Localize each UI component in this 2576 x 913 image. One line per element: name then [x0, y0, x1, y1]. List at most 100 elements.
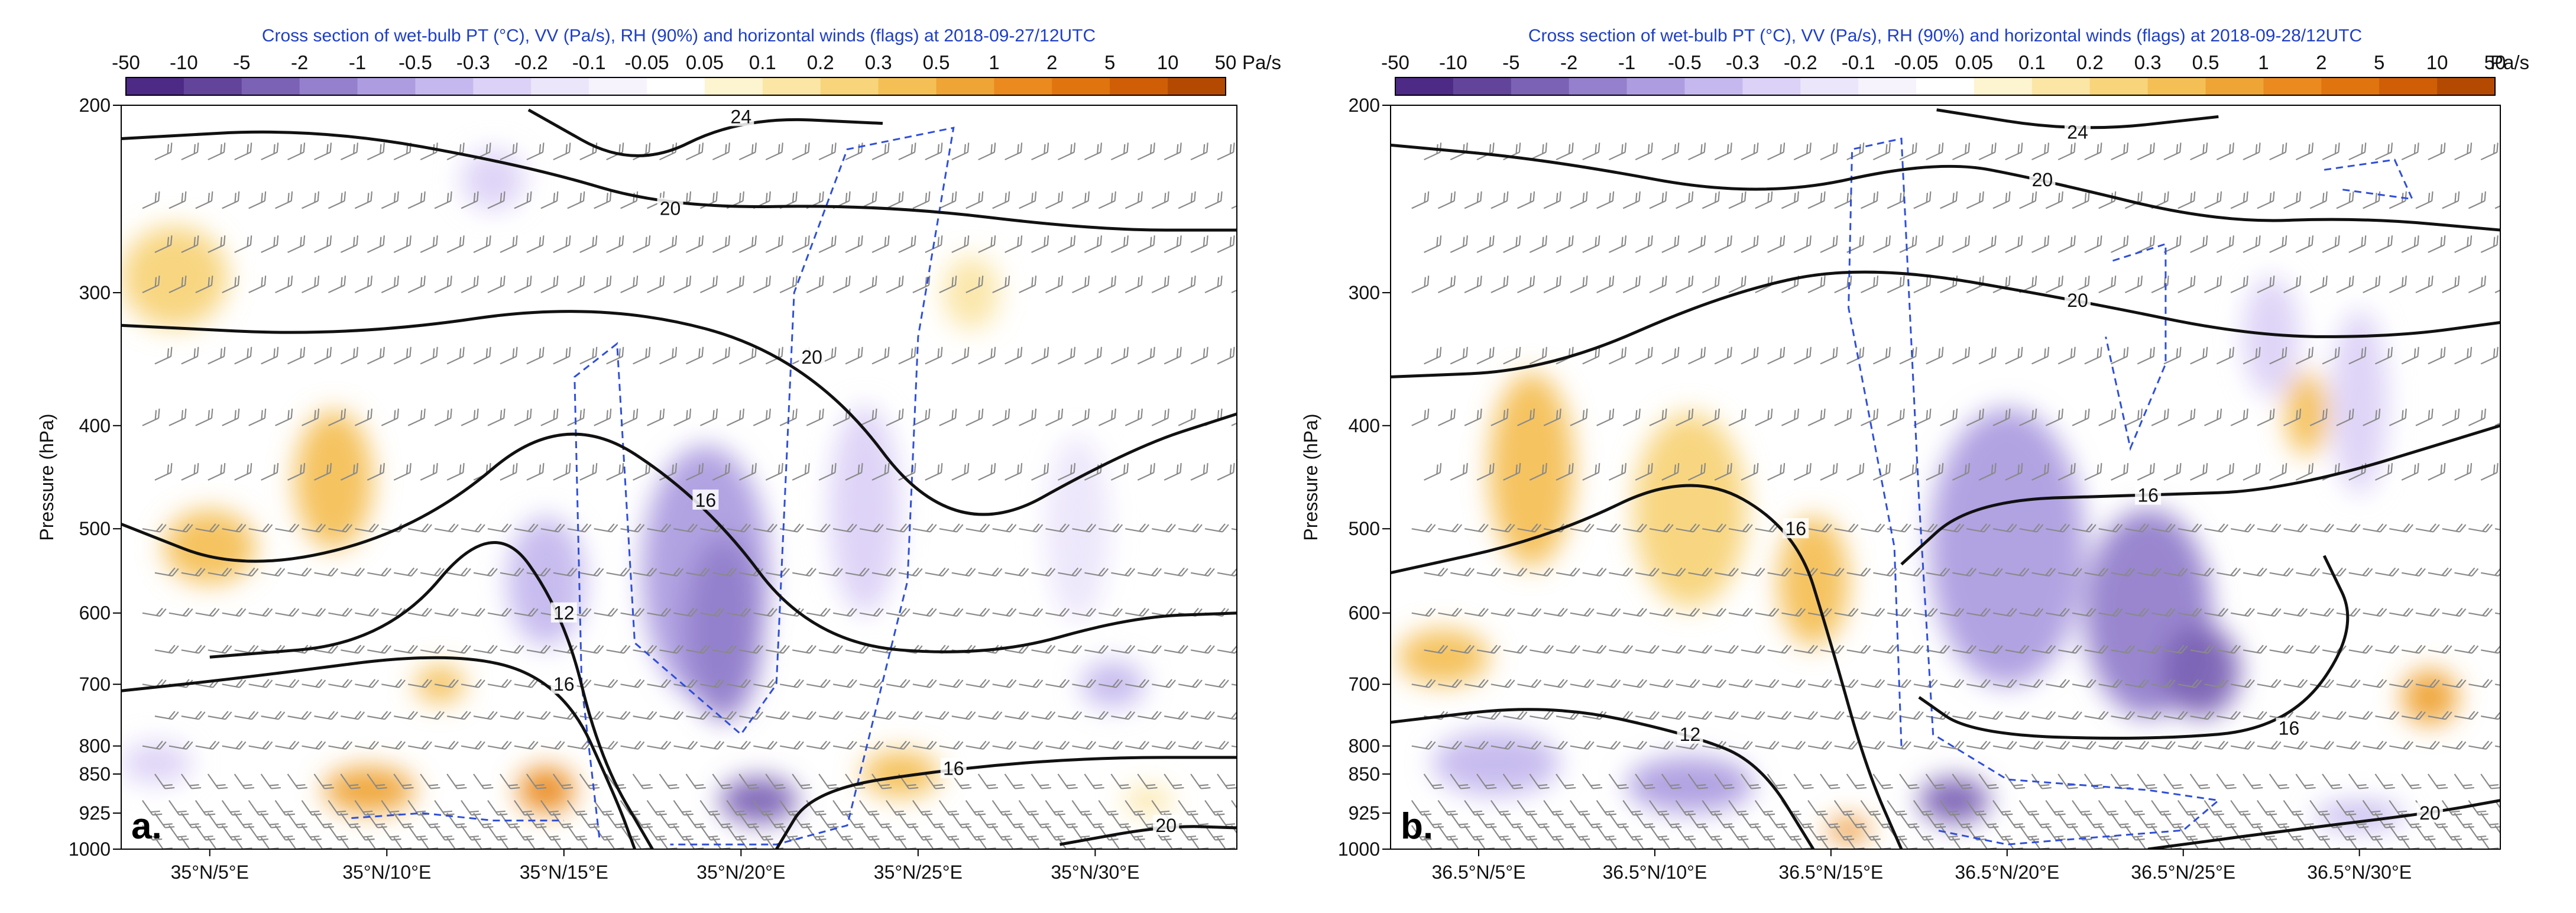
wind-barb	[1503, 645, 1528, 654]
wind-barb	[2163, 143, 2182, 161]
wind-barb	[1517, 523, 1542, 533]
wind-barb	[2217, 711, 2241, 720]
colorbar-swatch	[1110, 77, 1168, 95]
wind-barb	[2362, 825, 2383, 841]
wind-barb	[2125, 740, 2150, 750]
wind-barb	[898, 143, 916, 161]
wind-barb	[2336, 607, 2361, 617]
y-tick-label: 925	[79, 802, 111, 824]
vv-cell	[2331, 309, 2388, 495]
wind-barb	[579, 711, 604, 720]
wind-barb	[1490, 800, 1511, 816]
wind-barb	[2295, 773, 2316, 789]
rh90-contour	[351, 812, 564, 822]
wind-barb	[2468, 607, 2493, 617]
wind-barb	[1582, 347, 1600, 365]
wind-barb	[1178, 408, 1196, 426]
wind-barb	[594, 679, 618, 688]
wind-barb	[2072, 825, 2092, 841]
thetaw-contour	[1391, 270, 2500, 378]
y-axis-a: 200 300 400 500 600 700 800 850 925 1000	[69, 95, 121, 860]
wind-barb	[1231, 740, 1237, 750]
wind-barb	[659, 347, 678, 365]
wind-barb	[181, 463, 199, 481]
panel-b: Cross section of wet-bulb PT (°C), VV (P…	[1300, 26, 2529, 883]
wind-barb	[1649, 740, 1674, 750]
wind-barb	[1164, 143, 1182, 161]
wind-barb	[2137, 645, 2162, 654]
colorbar-tick-label: -50	[112, 51, 140, 73]
wind-barb	[381, 408, 399, 426]
wind-barb	[2269, 773, 2290, 789]
wind-barb	[500, 711, 524, 720]
y-axis-label-b: Pressure (hPa)	[1300, 413, 1321, 540]
wind-barb	[1464, 523, 1489, 533]
wind-barb	[142, 740, 167, 750]
wind-barb	[302, 740, 326, 750]
wind-barb	[1058, 463, 1076, 481]
wind-barb	[1476, 645, 1501, 654]
wind-barb	[1190, 463, 1208, 481]
wind-barb	[2072, 740, 2097, 750]
wind-barb	[686, 567, 711, 577]
wind-barb	[1517, 679, 1542, 688]
wind-barb	[1411, 276, 1430, 293]
colorbar-swatch	[415, 77, 474, 95]
thetaw-contour	[121, 130, 1237, 232]
wind-barb	[302, 607, 326, 617]
wind-barb	[2190, 143, 2208, 161]
wind-barb	[2428, 711, 2452, 720]
wind-barb	[1490, 740, 1515, 750]
wind-barb	[1978, 235, 1997, 253]
wind-barb	[1543, 408, 1561, 426]
wind-barb	[1846, 711, 1871, 720]
wind-barb	[1676, 191, 1694, 209]
wind-barb	[1596, 276, 1615, 293]
wind-barb	[2401, 711, 2426, 720]
wind-barb	[2401, 567, 2426, 577]
wind-barb	[1423, 773, 1444, 789]
wind-barb	[2125, 607, 2150, 617]
wind-barb	[1834, 607, 1859, 617]
wind-barb	[2389, 523, 2413, 533]
wind-barb	[1084, 567, 1109, 577]
wind-barb	[1517, 276, 1535, 293]
y-tick-label: 800	[79, 736, 111, 757]
colorbar-tick-label: 0.2	[2076, 51, 2104, 73]
wind-barb	[1005, 347, 1023, 365]
thetaw-contour	[1059, 825, 1237, 846]
y-tick-label: 1000	[1338, 838, 1380, 860]
wind-barb	[1190, 773, 1211, 789]
wind-barb	[1661, 347, 1680, 365]
wind-barb	[2243, 645, 2267, 654]
wind-barb	[446, 711, 471, 720]
wind-barb	[2494, 191, 2500, 209]
rh90-contour	[573, 127, 955, 846]
wind-barb	[939, 276, 957, 293]
wind-barb	[727, 740, 751, 750]
wind-barb	[1217, 143, 1235, 161]
wind-barb	[354, 825, 375, 841]
wind-barb	[314, 711, 339, 720]
contour-label-bg	[940, 757, 967, 778]
wind-barb	[2363, 523, 2387, 533]
wind-barb	[2190, 235, 2208, 253]
wind-barb	[1411, 191, 1430, 209]
wind-barb	[567, 523, 592, 533]
wind-barb	[712, 347, 731, 365]
wind-barb	[1807, 800, 1828, 816]
wind-barb	[2442, 740, 2467, 750]
wind-barb	[261, 235, 279, 253]
wind-barb	[673, 740, 698, 750]
wind-barb	[461, 191, 479, 209]
wind-barb	[2137, 463, 2155, 481]
wind-barb	[420, 463, 438, 481]
wind-barb	[606, 567, 631, 577]
wind-barb	[2468, 679, 2493, 688]
wind-barb	[2375, 463, 2393, 481]
wind-barb	[726, 825, 747, 841]
wind-barb	[2045, 800, 2066, 816]
wind-barb	[779, 276, 798, 293]
wind-barb	[1899, 567, 1924, 577]
wind-barb	[2084, 567, 2109, 577]
